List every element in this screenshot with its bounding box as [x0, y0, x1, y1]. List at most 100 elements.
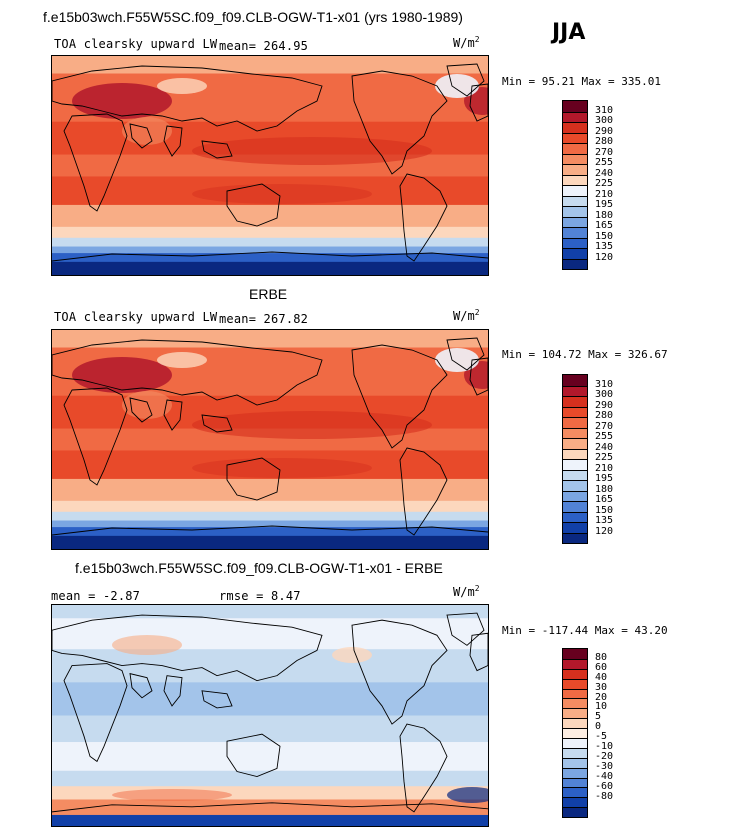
colorbar-swatch — [563, 511, 587, 522]
panel-3-units: W/m2 — [453, 584, 480, 599]
colorbar-tick-label: 280 — [595, 410, 614, 421]
colorbar-tick-label: 225 — [595, 178, 614, 189]
colorbar-tick-label: 210 — [595, 188, 614, 200]
panel-1-mean: mean= 264.95 — [219, 39, 309, 53]
panel-1-variable: TOA clearsky upward LW — [54, 37, 218, 51]
colorbar-tick-label: 80 — [595, 651, 608, 663]
panel-3-title: f.e15b03wch.F55W5SC.f09_f09.CLB-OGW-T1-x… — [75, 560, 443, 576]
colorbar-tick-label: 5 — [595, 711, 602, 723]
panel-2-colorbar — [562, 374, 588, 544]
colorbar-tick-label: 300 — [595, 389, 614, 400]
colorbar-tick-label: 290 — [595, 399, 614, 411]
colorbar-swatch — [563, 668, 587, 679]
colorbar-tick-label: 135 — [595, 241, 614, 252]
colorbar-swatch — [563, 206, 587, 217]
colorbar-swatch — [563, 532, 587, 543]
colorbar-tick-label: 280 — [595, 136, 614, 147]
colorbar-tick-label: 195 — [595, 199, 614, 210]
colorbar-tick-label: 165 — [595, 220, 614, 231]
panel-1-units: W/m2 — [453, 35, 480, 50]
colorbar-swatch — [563, 777, 587, 788]
colorbar-swatch — [563, 649, 587, 659]
colorbar-tick-label: 180 — [595, 483, 614, 495]
colorbar-tick-label: 150 — [595, 504, 614, 516]
colorbar-swatch — [563, 448, 587, 459]
colorbar-tick-label: 120 — [595, 251, 614, 263]
season-label: JJA — [552, 20, 586, 45]
colorbar-swatch — [563, 688, 587, 699]
colorbar-tick-label: 310 — [595, 378, 614, 390]
panel-1-colorbar — [562, 100, 588, 270]
colorbar-swatch — [563, 438, 587, 449]
colorbar-swatch — [563, 111, 587, 122]
colorbar-swatch — [563, 678, 587, 689]
colorbar-swatch — [563, 185, 587, 196]
colorbar-tick-label: 290 — [595, 125, 614, 137]
colorbar-tick-label: 240 — [595, 167, 614, 179]
colorbar-tick-label: -60 — [595, 780, 614, 792]
colorbar-tick-label: 310 — [595, 104, 614, 116]
colorbar-tick-label: 0 — [595, 721, 602, 733]
colorbar-tick-label: 225 — [595, 452, 614, 463]
panel-3-map — [51, 604, 489, 827]
colorbar-swatch — [563, 459, 587, 470]
colorbar-swatch — [563, 216, 587, 227]
colorbar-swatch — [563, 807, 587, 818]
colorbar-swatch — [563, 143, 587, 154]
colorbar-tick-label: 300 — [595, 115, 614, 126]
panel-1-field — [52, 56, 488, 275]
panel-3-rmse: rmse = 8.47 — [219, 589, 301, 603]
colorbar-swatch — [563, 708, 587, 719]
panel-3-minmax: Min = -117.44 Max = 43.20 — [502, 624, 668, 637]
colorbar-swatch — [563, 164, 587, 175]
colorbar-swatch — [563, 698, 587, 709]
colorbar-tick-label: 255 — [595, 431, 614, 442]
colorbar-swatch — [563, 258, 587, 269]
colorbar-swatch — [563, 375, 587, 386]
colorbar-swatch — [563, 797, 587, 808]
colorbar-swatch — [563, 417, 587, 428]
panel-2-field — [52, 330, 488, 549]
colorbar-swatch — [563, 728, 587, 739]
colorbar-swatch — [563, 427, 587, 438]
colorbar-tick-label: 20 — [595, 691, 608, 703]
colorbar-tick-label: 270 — [595, 420, 614, 432]
colorbar-tick-label: -40 — [595, 770, 614, 782]
colorbar-tick-label: -80 — [595, 790, 614, 802]
colorbar-tick-label: 195 — [595, 473, 614, 484]
colorbar-tick-label: 10 — [595, 701, 608, 713]
colorbar-tick-label: 40 — [595, 671, 608, 683]
colorbar-swatch — [563, 132, 587, 143]
panel-3-field — [52, 605, 488, 826]
panel-2-units: W/m2 — [453, 308, 480, 323]
panel-2-title: ERBE — [249, 286, 288, 302]
colorbar-swatch — [563, 767, 587, 778]
colorbar-tick-label: 270 — [595, 146, 614, 158]
colorbar-swatch — [563, 490, 587, 501]
colorbar-swatch — [563, 174, 587, 185]
colorbar-swatch — [563, 787, 587, 798]
colorbar-swatch — [563, 396, 587, 407]
colorbar-swatch — [563, 501, 587, 512]
colorbar-swatch — [563, 122, 587, 133]
colorbar-swatch — [563, 658, 587, 669]
colorbar-tick-label: 135 — [595, 515, 614, 526]
colorbar-tick-label: -20 — [595, 750, 614, 762]
colorbar-tick-label: 120 — [595, 525, 614, 537]
panel-1-minmax: Min = 95.21 Max = 335.01 — [502, 75, 661, 88]
colorbar-swatch — [563, 195, 587, 206]
panel-2-mean: mean= 267.82 — [219, 312, 309, 326]
panel-1-map — [51, 55, 489, 276]
colorbar-swatch — [563, 248, 587, 259]
colorbar-swatch — [563, 406, 587, 417]
colorbar-swatch — [563, 237, 587, 248]
main-title: f.e15b03wch.F55W5SC.f09_f09.CLB-OGW-T1-x… — [43, 9, 463, 25]
panel-3-mean: mean = -2.87 — [51, 589, 141, 603]
colorbar-tick-label: 210 — [595, 462, 614, 474]
colorbar-tick-label: 60 — [595, 661, 608, 673]
colorbar-swatch — [563, 227, 587, 238]
colorbar-swatch — [563, 480, 587, 491]
colorbar-swatch — [563, 757, 587, 768]
colorbar-swatch — [563, 718, 587, 729]
panel-2-variable: TOA clearsky upward LW — [54, 310, 218, 324]
